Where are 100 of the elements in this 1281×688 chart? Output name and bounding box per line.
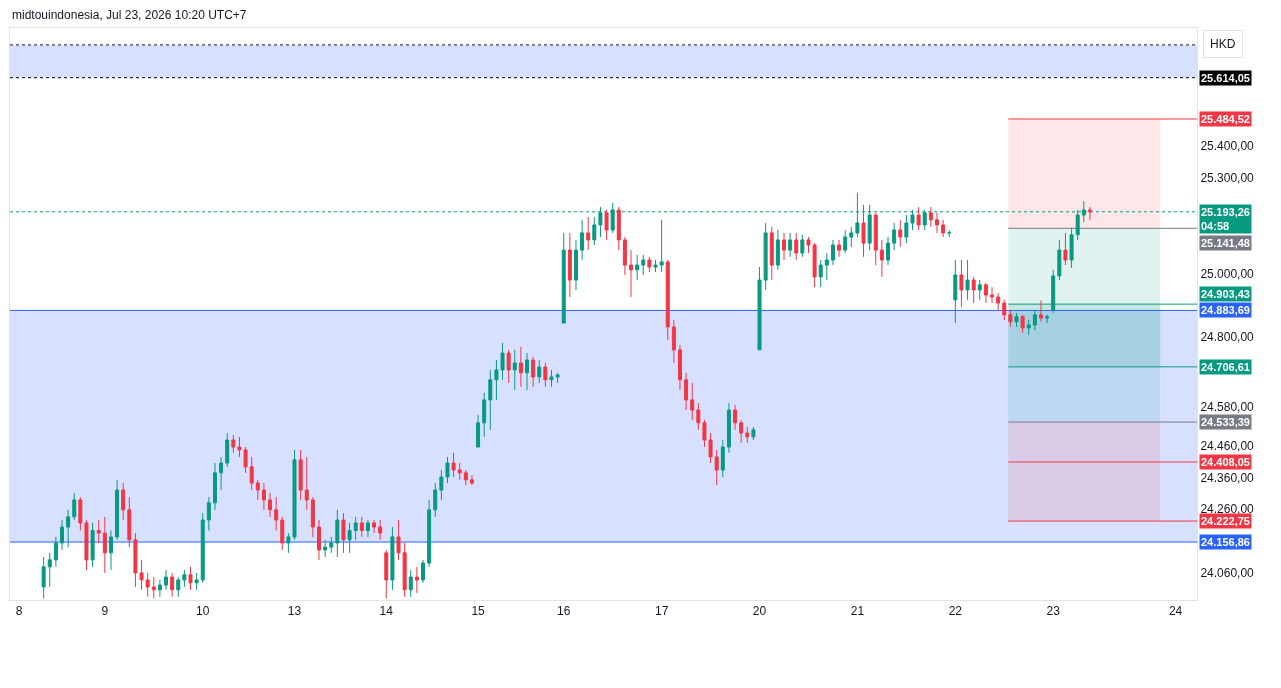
candlestick [255,479,260,501]
candlestick [726,402,731,454]
candlestick [451,452,456,478]
candlestick [157,579,162,598]
ref-line-label: 24.408,05 [1201,456,1250,468]
ref-line-label: 25.484,52 [1201,113,1250,125]
candlestick [353,516,358,541]
candlestick [396,519,401,561]
candlestick [1014,312,1019,328]
candlestick [684,372,689,411]
x-tick-label: 20 [752,604,767,619]
candlestick [390,526,395,591]
ref-line-label: 25.193,26 04:58 [1201,206,1250,233]
candlestick [41,556,46,599]
candlestick [745,426,750,444]
candlestick [506,349,511,384]
candlestick [1002,299,1007,321]
candlestick [647,256,652,273]
candlestick [824,252,829,281]
candlestick [720,439,725,478]
ref-line-label: 24.903,43 [1201,288,1250,300]
candlestick [567,232,572,298]
candlestick [941,219,946,238]
candlestick [879,239,884,278]
candlestick [60,519,65,551]
candlestick [384,549,389,599]
candlestick [1020,314,1025,334]
candlestick [983,282,988,304]
candlestick [115,479,120,541]
candlestick [965,259,970,301]
ref-line-label: 24.533,39 [1201,416,1250,428]
y-tick-label: 25.000,00 [1200,266,1255,281]
x-tick-label: 9 [101,604,109,619]
x-tick-label: 21 [850,604,865,619]
candlestick [359,516,364,538]
candlestick [677,344,682,391]
ref-line-label: 24.222,75 [1201,515,1250,527]
candlestick [971,276,976,304]
candlestick [66,509,71,548]
candlestick [182,569,187,588]
candlestick [953,259,958,324]
candlestick [231,434,236,454]
candlestick [580,219,585,261]
candlestick [482,392,487,438]
candlestick [892,222,897,251]
candlestick [249,456,254,491]
x-tick-label: 8 [15,604,23,619]
candlestick [769,226,774,281]
candlestick [206,496,211,532]
candlestick [604,209,609,241]
y-tick-label: 24.460,00 [1200,438,1255,453]
candlestick [592,216,597,246]
candlestick [96,519,101,544]
candlestick [782,232,786,261]
candlestick [959,259,964,308]
candlestick [1032,309,1037,331]
candlestick [476,414,481,448]
candlestick [800,234,805,258]
candlestick [616,206,621,251]
y-axis-title: HKD [1210,37,1236,51]
candlestick [274,496,279,532]
x-tick-label: 22 [948,604,963,619]
ref-line-label: 24.156,86 [1201,536,1250,548]
candlestick [298,449,303,501]
candlestick [225,432,230,468]
candlestick [1063,232,1068,266]
candlestick [525,352,530,391]
candlestick [861,204,866,258]
x-tick-label: 15 [471,604,486,619]
candlestick [310,496,315,538]
x-tick-label: 24 [1168,604,1183,619]
candlestick [108,530,113,571]
candlestick [365,519,370,538]
candlestick [665,259,670,341]
candlestick [837,239,842,258]
candlestick [1008,309,1013,328]
candlestick [421,559,425,584]
candlestick [329,536,334,554]
y-tick-label: 24.580,00 [1200,400,1255,415]
candlestick [990,286,995,304]
candlestick [151,576,156,599]
candlestick [561,232,566,324]
candlestick [1026,319,1031,336]
candlestick [977,279,982,301]
candlestick [1038,299,1043,323]
candlestick [641,254,646,276]
candlestick [696,402,701,431]
candlestick [433,482,438,518]
candlestick [629,249,634,298]
candlestick [408,569,413,598]
chart-title: midtouindonesia, Jul 23, 2026 10:20 UTC+7 [12,8,247,22]
y-tick-label: 24.260,00 [1200,502,1255,517]
y-tick-label: 25.300,00 [1200,170,1255,185]
candlestick [212,462,217,511]
candlestick [622,236,627,276]
candlestick [194,572,199,591]
candlestick [830,239,835,266]
x-tick-label: 23 [1046,604,1061,619]
candlestick [739,419,744,444]
candlestick [934,212,939,234]
